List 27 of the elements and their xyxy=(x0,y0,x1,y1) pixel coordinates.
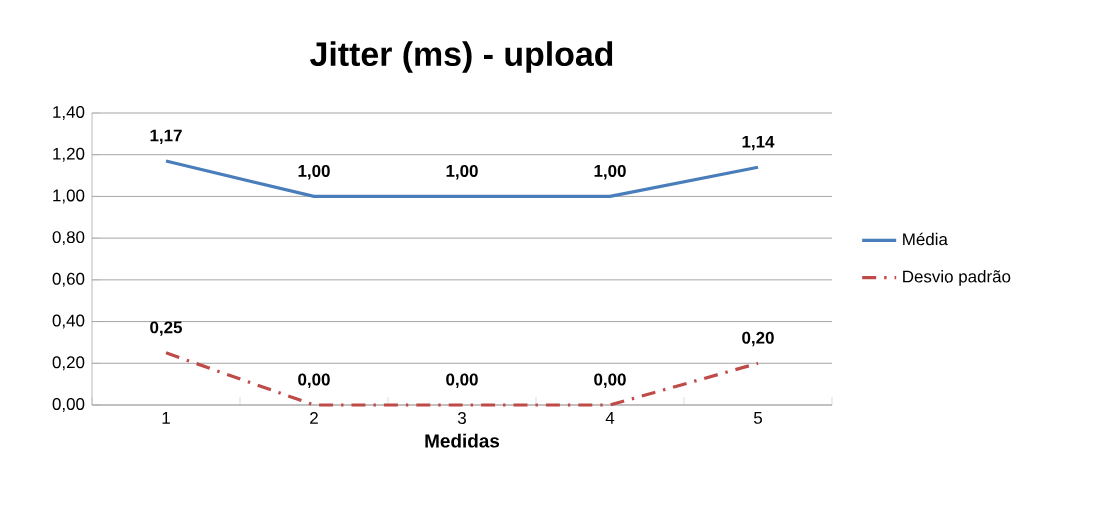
legend-label: Desvio padrão xyxy=(903,270,1011,286)
data-label: 0,00 xyxy=(298,373,330,388)
data-label: 0,20 xyxy=(742,331,774,347)
data-label: 1,14 xyxy=(742,135,775,151)
data-label: 0,00 xyxy=(594,373,626,388)
x-tick-label: 5 xyxy=(753,412,763,424)
y-tick-label: 0,80 xyxy=(52,231,85,246)
data-label: 1,00 xyxy=(446,164,478,180)
x-tick-label: 3 xyxy=(457,412,466,425)
y-tick-label: 1,40 xyxy=(53,106,85,120)
y-tick-label: 0,00 xyxy=(52,398,85,412)
y-tick-label: 0,60 xyxy=(52,272,85,287)
data-label: 0,00 xyxy=(446,373,478,388)
data-label: 0,25 xyxy=(150,321,182,336)
y-tick-label: 1,20 xyxy=(53,147,85,162)
data-label: 1,17 xyxy=(150,129,182,144)
data-label: 1,00 xyxy=(298,164,330,180)
y-tick-label: 0,40 xyxy=(52,314,85,329)
y-tick-label: 1,00 xyxy=(53,189,85,204)
x-tick-label: 2 xyxy=(310,412,318,424)
chart-title: Jitter (ms) - upload xyxy=(310,41,613,73)
x-tick-label: 1 xyxy=(162,412,170,424)
x-axis-title: Medidas xyxy=(425,433,500,448)
legend-label: Média xyxy=(903,232,948,246)
x-tick-label: 4 xyxy=(605,412,615,424)
data-label: 1,00 xyxy=(594,164,626,180)
y-tick-label: 0,20 xyxy=(52,356,85,371)
